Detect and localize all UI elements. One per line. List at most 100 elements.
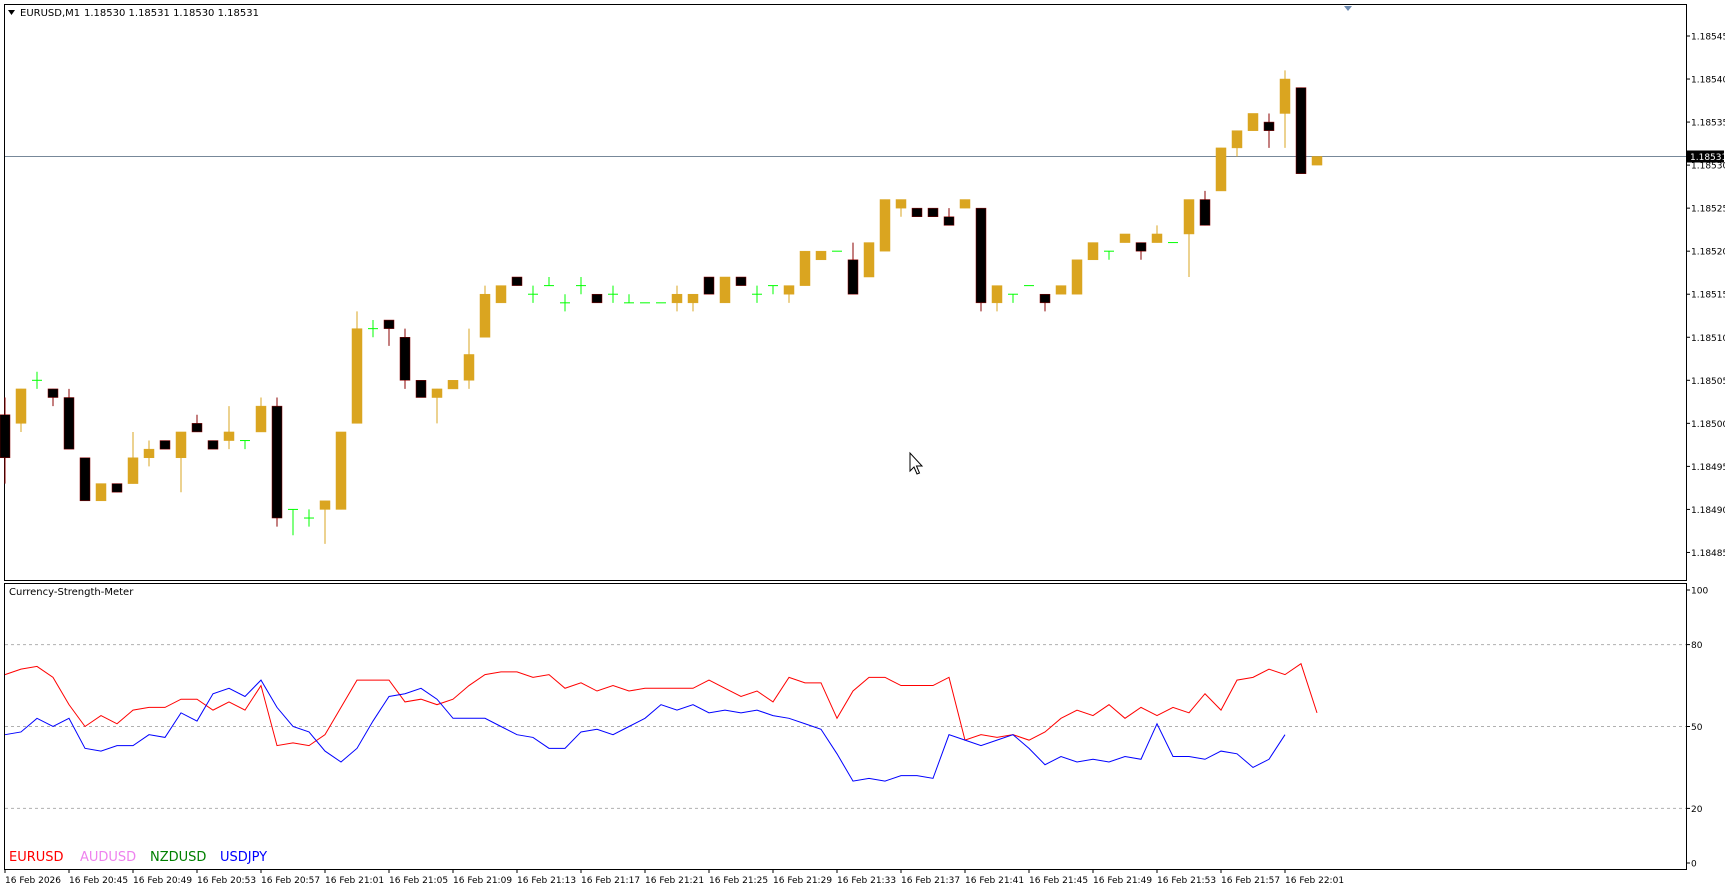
candle xyxy=(1055,285,1067,295)
candle-body xyxy=(495,285,507,304)
candle-body xyxy=(959,199,971,209)
candle xyxy=(319,500,331,544)
candle xyxy=(191,414,203,433)
candle xyxy=(671,285,683,312)
candle-body xyxy=(1247,113,1259,131)
candle-body xyxy=(351,328,363,424)
main-chart-frame[interactable] xyxy=(4,4,1687,581)
candle xyxy=(847,242,859,295)
candle-body xyxy=(271,405,283,519)
time-tick-label: 16 Feb 21:05 xyxy=(389,876,448,886)
candle-body xyxy=(1215,147,1227,192)
candle-body xyxy=(319,500,331,510)
candle-body xyxy=(1135,242,1147,252)
candle xyxy=(1135,242,1147,260)
current-price-line-layer: 1.18531 xyxy=(5,150,1725,163)
candle-body xyxy=(143,448,155,459)
candle-body xyxy=(511,276,523,286)
candle xyxy=(560,294,570,312)
candle-body xyxy=(1071,259,1083,295)
time-tick-label: 16 Feb 21:45 xyxy=(1029,876,1088,886)
time-tick-label: 16 Feb 21:17 xyxy=(581,876,640,886)
time-tick-label: 16 Feb 21:49 xyxy=(1093,876,1152,886)
time-tick-label: 16 Feb 21:57 xyxy=(1221,876,1280,886)
candle-body xyxy=(479,293,491,338)
candle-body xyxy=(0,414,11,459)
candle xyxy=(431,388,443,424)
candle xyxy=(576,277,586,295)
time-tick-label: 16 Feb 20:53 xyxy=(197,876,256,886)
candle-body xyxy=(79,457,91,502)
candle xyxy=(304,509,314,527)
candle-body xyxy=(863,242,875,278)
candle xyxy=(207,440,219,450)
candle-body xyxy=(719,276,731,304)
shift-marker-icon[interactable] xyxy=(1344,6,1352,11)
candle xyxy=(511,276,523,286)
candle xyxy=(288,508,298,536)
price-tick-label: 1.18495 xyxy=(1691,463,1725,473)
time-tick-label: 16 Feb 21:53 xyxy=(1157,876,1216,886)
candle-body xyxy=(1039,293,1051,304)
indicator-tick-label: 100 xyxy=(1691,587,1708,597)
price-tick-label: 1.18500 xyxy=(1691,420,1725,430)
candle-body xyxy=(1151,233,1163,243)
candle-body xyxy=(159,440,171,450)
ohlc-readout: 1.18530 1.18531 1.18530 1.18531 xyxy=(84,8,259,19)
candle xyxy=(63,388,75,450)
indicator-tick-label: 80 xyxy=(1691,641,1703,651)
time-axis: 16 Feb 2026 16 Feb 20:45 16 Feb 20:49 16 Fe… xyxy=(4,869,1344,886)
candle xyxy=(1087,242,1099,261)
candle xyxy=(415,380,427,398)
candle xyxy=(1215,147,1227,192)
candle-body xyxy=(1279,78,1291,114)
candle xyxy=(127,431,139,484)
candle-body xyxy=(1199,199,1211,226)
candle xyxy=(687,293,699,312)
candle-body xyxy=(1183,199,1195,235)
price-tick-label: 1.18525 xyxy=(1691,205,1725,215)
time-tick-label: 16 Feb 2026 xyxy=(5,876,61,886)
candle xyxy=(1295,87,1307,174)
candle-body xyxy=(943,216,955,226)
candle xyxy=(1039,293,1051,312)
candle xyxy=(368,320,378,338)
candle-body xyxy=(399,337,411,381)
price-tick-label: 1.18515 xyxy=(1691,291,1725,301)
candle xyxy=(351,311,363,424)
candle-body xyxy=(1119,233,1131,243)
candlestick-series xyxy=(0,70,1323,544)
candle xyxy=(479,285,491,338)
symbol-timeframe: EURUSD,M1 xyxy=(20,8,80,19)
candle xyxy=(815,250,827,261)
candle-body xyxy=(799,250,811,286)
candle xyxy=(927,207,939,218)
candle xyxy=(1247,113,1259,131)
price-tick-label: 1.18510 xyxy=(1691,334,1725,344)
candle xyxy=(959,199,971,209)
candle-body xyxy=(591,293,603,304)
time-tick-label: 16 Feb 21:09 xyxy=(453,876,512,886)
current-price-badge xyxy=(1687,150,1724,163)
candle xyxy=(863,242,875,278)
candle-body xyxy=(383,319,395,329)
candle xyxy=(0,397,11,484)
candle xyxy=(975,207,987,312)
candle-body xyxy=(447,380,459,390)
candle-body xyxy=(1087,242,1099,261)
candle-body xyxy=(783,285,795,295)
candle-body xyxy=(1231,130,1243,149)
symbol-menu-chevron-icon[interactable] xyxy=(8,10,15,15)
candle xyxy=(943,208,955,226)
candle-body xyxy=(335,431,347,510)
candle-body xyxy=(15,388,27,424)
indicator-tick-label: 0 xyxy=(1691,860,1697,870)
indicator-tick-label: 20 xyxy=(1691,805,1703,815)
candle xyxy=(1071,259,1083,295)
candle xyxy=(1311,156,1323,166)
legend-eurusd: EURUSD xyxy=(9,850,64,865)
price-tick-label: 1.18540 xyxy=(1691,76,1725,86)
candle-body xyxy=(735,276,747,286)
candle xyxy=(799,250,811,286)
